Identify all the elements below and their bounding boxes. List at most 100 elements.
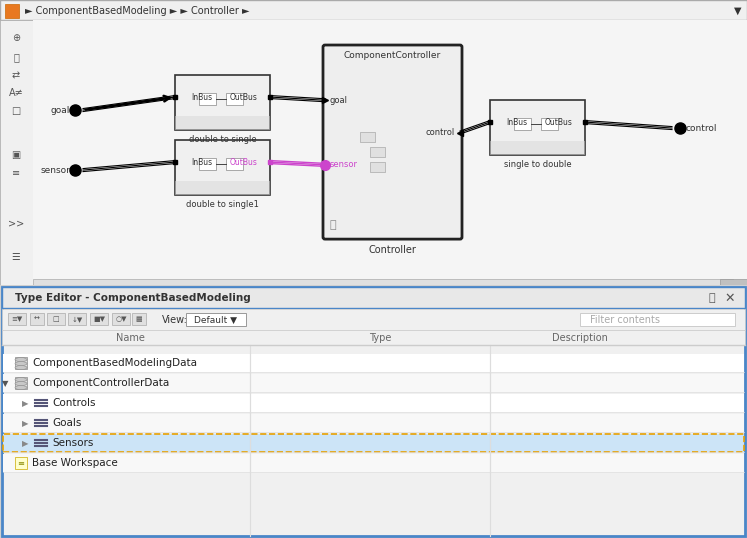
Bar — [3, 414, 744, 432]
Bar — [490, 141, 585, 155]
Text: >>: >> — [8, 218, 24, 228]
FancyBboxPatch shape — [490, 100, 585, 155]
Text: ▶: ▶ — [22, 419, 28, 428]
Bar — [15, 357, 27, 369]
Bar — [199, 93, 216, 105]
Ellipse shape — [15, 362, 27, 366]
Text: Type Editor - ComponentBasedModeling: Type Editor - ComponentBasedModeling — [15, 293, 251, 303]
Bar — [2, 309, 745, 330]
Bar — [3, 354, 744, 372]
FancyBboxPatch shape — [175, 75, 270, 130]
Bar — [0, 0, 747, 20]
Bar — [3, 454, 744, 472]
Text: ⧄: ⧄ — [329, 220, 336, 230]
Text: ▦: ▦ — [136, 316, 143, 322]
Text: double to single1: double to single1 — [186, 200, 259, 209]
Text: control: control — [685, 124, 716, 132]
Text: □: □ — [11, 106, 21, 116]
FancyBboxPatch shape — [580, 313, 735, 326]
Text: □: □ — [53, 316, 59, 322]
Text: ▼: ▼ — [734, 6, 742, 16]
Text: Description: Description — [552, 333, 608, 343]
Bar — [3, 434, 744, 452]
Text: double to single: double to single — [189, 135, 256, 144]
Text: single to double: single to double — [503, 160, 571, 169]
Bar — [8, 313, 26, 325]
Text: goal: goal — [51, 105, 70, 115]
Bar — [15, 457, 27, 469]
Bar — [3, 374, 744, 392]
Text: Default ▼: Default ▼ — [193, 316, 237, 324]
Bar — [2, 287, 745, 308]
Bar — [175, 116, 270, 130]
Text: ▶: ▶ — [22, 438, 28, 448]
Bar — [370, 162, 385, 172]
Text: ▶: ▶ — [22, 399, 28, 408]
Bar — [2, 330, 745, 345]
Ellipse shape — [15, 358, 27, 362]
Text: ► ComponentBasedModeling ► ► Controller ►: ► ComponentBasedModeling ► ► Controller … — [25, 6, 249, 16]
Bar — [226, 93, 244, 105]
FancyBboxPatch shape — [323, 45, 462, 239]
Text: Ⓟ: Ⓟ — [709, 293, 716, 303]
Text: sensor: sensor — [330, 160, 358, 169]
Ellipse shape — [15, 381, 27, 386]
Text: Controller: Controller — [368, 245, 416, 255]
Text: View:: View: — [162, 315, 188, 325]
Bar — [720, 279, 747, 285]
Text: ≡▼: ≡▼ — [11, 316, 22, 322]
Text: InBus: InBus — [506, 118, 527, 126]
FancyBboxPatch shape — [175, 140, 270, 195]
Bar — [15, 377, 27, 389]
Text: control: control — [426, 128, 455, 137]
Text: Controls: Controls — [52, 398, 96, 408]
Text: ComponentBasedModelingData: ComponentBasedModelingData — [32, 358, 197, 368]
Text: ≡: ≡ — [12, 168, 20, 178]
Bar — [514, 118, 531, 130]
Text: Goals: Goals — [52, 418, 81, 428]
Bar — [132, 313, 146, 325]
Text: Name: Name — [116, 333, 144, 343]
Text: ↔: ↔ — [34, 316, 40, 322]
Text: Base Workspace: Base Workspace — [32, 458, 118, 468]
Bar — [112, 313, 130, 325]
Text: InBus: InBus — [191, 158, 212, 167]
Bar — [175, 181, 270, 195]
Bar — [68, 313, 86, 325]
Text: ⤢: ⤢ — [13, 52, 19, 62]
Text: ■▼: ■▼ — [93, 316, 105, 322]
Ellipse shape — [15, 366, 27, 370]
Text: ≡: ≡ — [17, 458, 25, 468]
Text: OutBus: OutBus — [229, 93, 257, 102]
Text: OutBus: OutBus — [229, 158, 257, 167]
Text: Sensors: Sensors — [52, 438, 93, 448]
Text: ↓▼: ↓▼ — [72, 316, 83, 322]
Bar — [370, 147, 385, 157]
Bar — [541, 118, 558, 130]
Text: ▣: ▣ — [11, 150, 21, 160]
Bar — [5, 4, 19, 18]
Text: ComponentControllerData: ComponentControllerData — [32, 378, 170, 388]
Bar — [3, 394, 744, 412]
Text: Type: Type — [369, 333, 391, 343]
Text: ComponentController: ComponentController — [344, 51, 441, 60]
Text: ○▼: ○▼ — [115, 316, 127, 322]
Text: ☰: ☰ — [12, 252, 20, 262]
Text: ▼: ▼ — [1, 379, 8, 387]
Text: goal: goal — [330, 96, 348, 105]
Text: ✕: ✕ — [725, 292, 735, 305]
Bar — [360, 132, 375, 142]
Text: sensor: sensor — [40, 166, 70, 175]
FancyBboxPatch shape — [186, 313, 246, 326]
Text: OutBus: OutBus — [545, 118, 572, 126]
Text: ⊕: ⊕ — [12, 33, 20, 43]
Bar — [33, 279, 733, 285]
Bar — [199, 158, 216, 171]
Text: ⇄: ⇄ — [12, 70, 20, 80]
Ellipse shape — [15, 386, 27, 390]
Bar — [30, 313, 44, 325]
Bar — [3, 434, 744, 452]
Text: Filter contents: Filter contents — [590, 315, 660, 325]
Bar — [90, 313, 108, 325]
Bar — [226, 158, 244, 171]
